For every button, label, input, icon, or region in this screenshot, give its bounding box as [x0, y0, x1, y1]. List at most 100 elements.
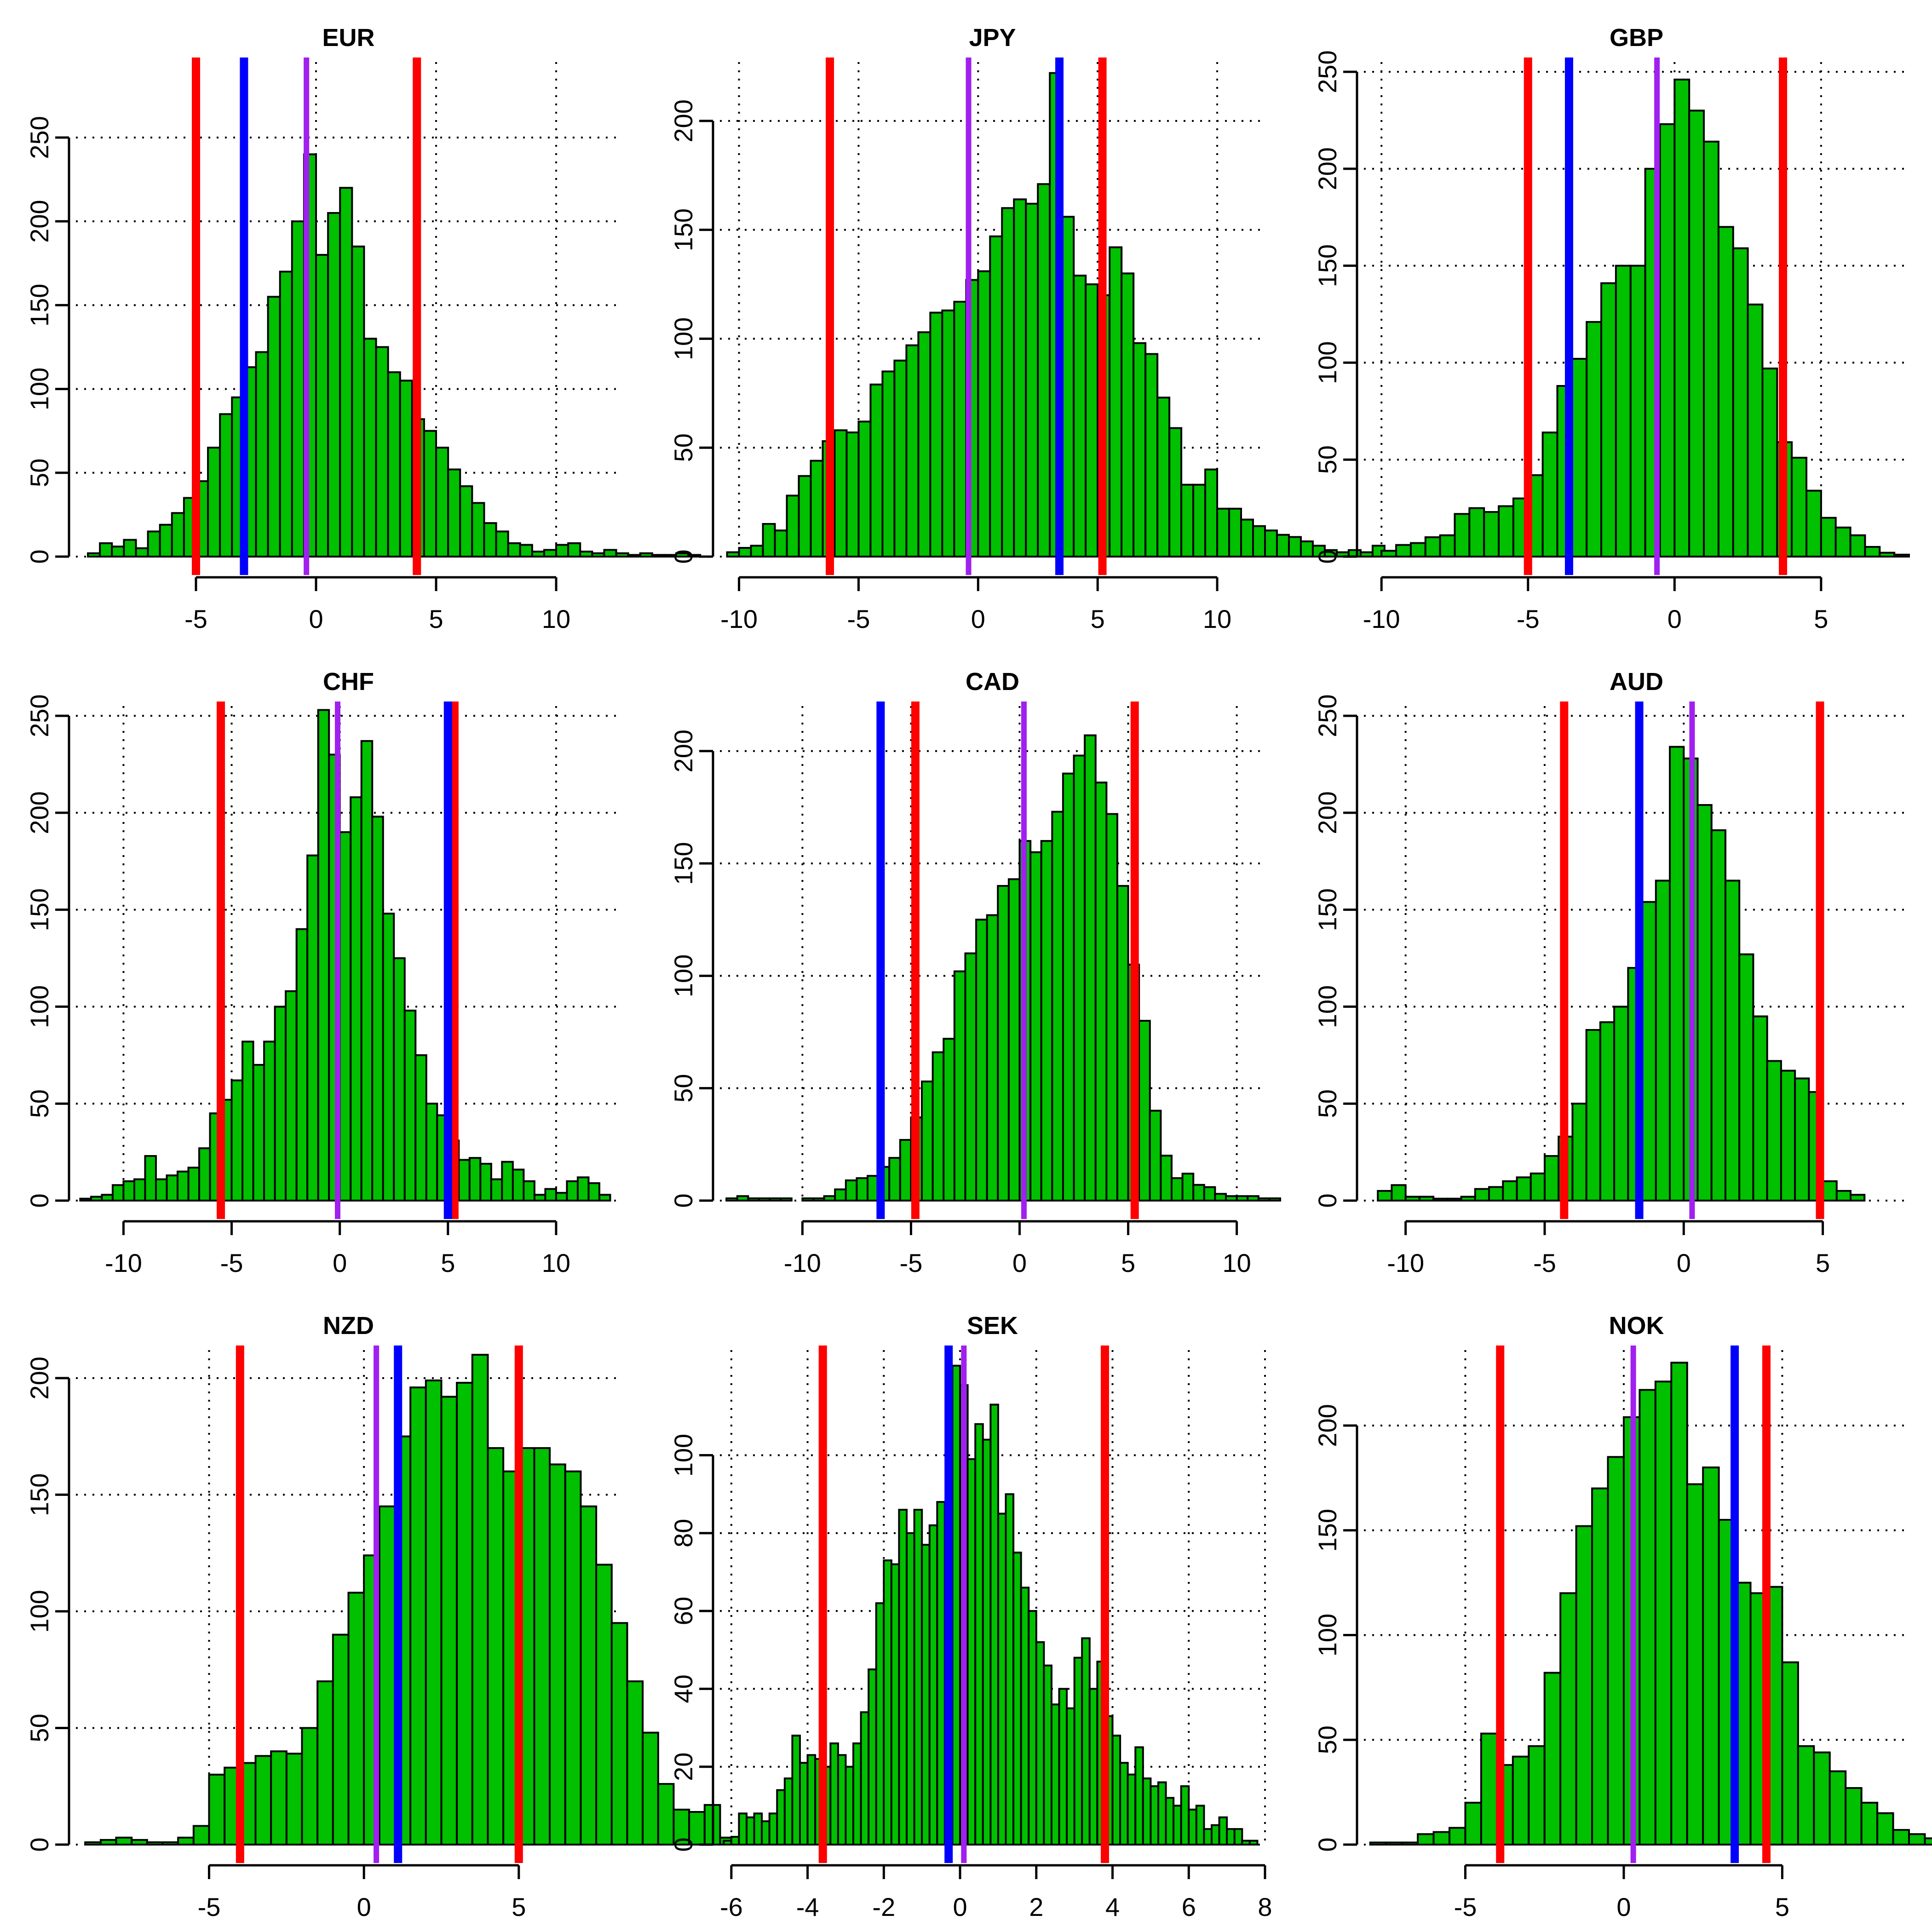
- histogram-bar: [642, 1731, 659, 1846]
- histogram-bar: [580, 1505, 598, 1846]
- histogram-bar: [810, 460, 824, 558]
- histogram-bar: [1669, 746, 1685, 1202]
- histogram-bar: [1116, 885, 1129, 1202]
- x-tick-label: 10: [542, 604, 570, 633]
- histogram-bar: [1418, 1196, 1435, 1202]
- histogram-bar: [1409, 542, 1426, 558]
- histogram-bar: [135, 547, 149, 558]
- x-tick-label: 5: [1091, 604, 1105, 633]
- histogram-bar: [1528, 1745, 1546, 1846]
- histogram-bar: [399, 380, 413, 558]
- histogram-bar: [1156, 397, 1171, 558]
- histogram-bar: [1133, 342, 1147, 558]
- histogram-bar: [1105, 813, 1118, 1202]
- histogram-bar: [79, 1197, 92, 1202]
- histogram-bar: [951, 1364, 961, 1846]
- histogram-bar: [242, 1041, 254, 1202]
- histogram-bar: [549, 1463, 566, 1846]
- histogram-bar: [144, 1155, 157, 1202]
- histogram-bar: [758, 1197, 771, 1202]
- histogram-bar: [1088, 1688, 1098, 1846]
- histogram-bar: [414, 1054, 427, 1202]
- x-tick-label: -5: [1533, 1248, 1556, 1277]
- histogram-bar: [423, 430, 437, 558]
- histogram-bar: [255, 351, 269, 558]
- y-tick-label: 200: [1313, 791, 1342, 834]
- x-tick-label: -6: [720, 1892, 743, 1921]
- histogram-bar: [913, 1509, 923, 1846]
- y-tick-label: 50: [669, 433, 698, 462]
- histogram-bar: [1005, 1493, 1015, 1846]
- histogram-bar: [1210, 1824, 1220, 1846]
- histogram-bar: [1449, 1827, 1466, 1846]
- histogram-bar: [1192, 1184, 1205, 1202]
- histogram-bar: [291, 220, 305, 558]
- x-tick-label: 0: [309, 604, 323, 633]
- histogram-bar: [1127, 1773, 1137, 1846]
- histogram-bar: [845, 1765, 855, 1846]
- histogram-bar: [459, 485, 473, 558]
- histogram-bar: [111, 546, 125, 558]
- histogram-bar: [1203, 1186, 1216, 1202]
- x-tick-label: 6: [1182, 1892, 1196, 1921]
- histogram-bar: [1541, 431, 1558, 558]
- y-tick-label: 150: [1313, 1509, 1342, 1552]
- histogram-bar: [285, 1753, 303, 1846]
- y-tick-label: 20: [669, 1753, 698, 1781]
- histogram-bar: [1248, 1840, 1259, 1846]
- y-tick-label: 100: [25, 985, 54, 1028]
- histogram-bar: [1180, 483, 1195, 558]
- histogram-bar: [252, 1064, 265, 1202]
- histogram-bar: [208, 1773, 226, 1846]
- chart-title: GBP: [1610, 24, 1663, 52]
- histogram-bar: [953, 970, 966, 1202]
- histogram-bar: [279, 270, 293, 558]
- histogram-bar: [155, 1178, 168, 1202]
- histogram-bar: [458, 1159, 471, 1202]
- y-tick-label: 50: [25, 1089, 54, 1118]
- histogram-bar: [507, 542, 521, 558]
- x-tick-label: 8: [1258, 1892, 1272, 1921]
- histogram-bar: [941, 309, 955, 558]
- histogram-panel-nok: NOK 0 50 100 150 200 -5 0 5: [1313, 1312, 1932, 1921]
- histogram-bar: [555, 1192, 568, 1202]
- histogram-bar: [753, 1812, 763, 1846]
- histogram-bar: [997, 885, 1010, 1202]
- histogram-bar: [350, 796, 362, 1202]
- histogram-bar: [198, 1147, 211, 1202]
- histogram-bar: [471, 502, 485, 558]
- histogram-bar: [1180, 1785, 1190, 1846]
- histogram-bar: [360, 740, 374, 1202]
- histogram-bar: [111, 1184, 125, 1202]
- histogram-bar: [1073, 754, 1086, 1202]
- histogram-bar: [768, 1812, 778, 1846]
- x-tick-label: -2: [872, 1892, 895, 1921]
- histogram-panel-aud: AUD 0 50 100 150 200 250 -10 -5 0 5: [1313, 668, 1909, 1277]
- x-tick-label: 2: [1029, 1892, 1043, 1921]
- histogram-bar: [845, 431, 860, 558]
- histogram-bar: [1752, 1015, 1768, 1202]
- y-tick-label: 50: [1313, 1725, 1342, 1754]
- x-tick-label: 10: [542, 1248, 570, 1277]
- x-tick-label: 0: [333, 1248, 347, 1277]
- histogram-bar: [801, 1197, 815, 1202]
- histogram-bar: [688, 1811, 706, 1846]
- x-tick-label: 0: [971, 604, 985, 633]
- histogram-bar: [1073, 275, 1087, 558]
- histogram-bar: [738, 1812, 748, 1846]
- histogram-bar: [651, 554, 665, 558]
- histogram-bar: [270, 1750, 288, 1846]
- histogram-bar: [834, 1188, 847, 1202]
- histogram-bar: [1432, 1197, 1449, 1202]
- histogram-bar: [479, 1162, 492, 1202]
- histogram-bar: [564, 1470, 582, 1846]
- histogram-bar: [332, 1633, 350, 1846]
- histogram-bar: [860, 1711, 870, 1846]
- y-tick-label: 100: [1313, 985, 1342, 1028]
- histogram-bar: [1703, 140, 1719, 558]
- x-tick-label: 5: [1816, 1248, 1830, 1277]
- histogram-bar: [1607, 1456, 1625, 1846]
- histogram-bar: [888, 1157, 901, 1202]
- histogram-bar: [230, 1079, 244, 1202]
- histogram-bar: [1276, 534, 1290, 558]
